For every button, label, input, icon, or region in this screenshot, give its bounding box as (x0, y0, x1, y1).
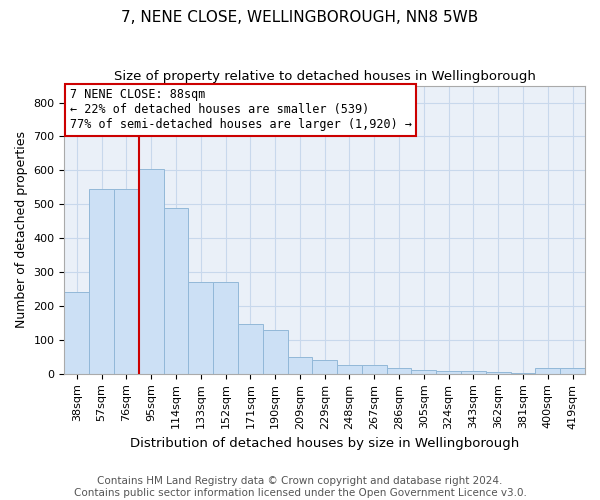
Bar (139, 170, 164, 374)
Bar (263, 330, 287, 374)
Text: 7, NENE CLOSE, WELLINGBOROUGH, NN8 5WB: 7, NENE CLOSE, WELLINGBOROUGH, NN8 5WB (121, 10, 479, 25)
Bar (287, 357, 313, 374)
Bar (238, 324, 263, 374)
Bar (337, 366, 362, 374)
Y-axis label: Number of detached properties: Number of detached properties (15, 131, 28, 328)
Bar (213, 282, 238, 374)
Bar (560, 368, 585, 374)
Bar (64, 292, 89, 374)
Bar (412, 370, 436, 374)
Bar (486, 372, 511, 374)
Bar (164, 208, 188, 374)
Bar (511, 373, 535, 374)
Bar (89, 189, 114, 374)
Bar (436, 371, 461, 374)
Title: Size of property relative to detached houses in Wellingborough: Size of property relative to detached ho… (114, 70, 536, 83)
X-axis label: Distribution of detached houses by size in Wellingborough: Distribution of detached houses by size … (130, 437, 520, 450)
Bar (535, 368, 560, 374)
Bar (461, 371, 486, 374)
Bar (362, 366, 386, 374)
Bar (114, 189, 139, 374)
Text: 7 NENE CLOSE: 88sqm
← 22% of detached houses are smaller (539)
77% of semi-detac: 7 NENE CLOSE: 88sqm ← 22% of detached ho… (70, 88, 412, 132)
Bar (188, 282, 213, 374)
Bar (386, 368, 412, 374)
Text: Contains HM Land Registry data © Crown copyright and database right 2024.
Contai: Contains HM Land Registry data © Crown c… (74, 476, 526, 498)
Bar (313, 360, 337, 374)
